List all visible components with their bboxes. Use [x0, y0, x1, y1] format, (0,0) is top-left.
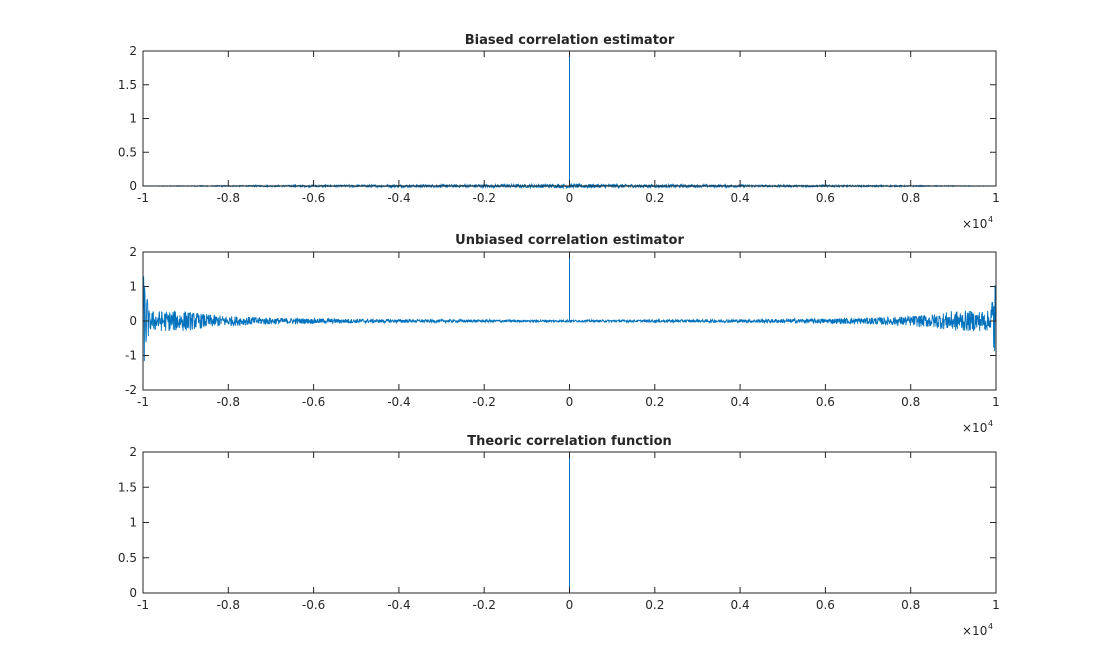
y-tick-label: -1: [125, 349, 137, 363]
x-exponent-power: 4: [988, 419, 993, 428]
x-tick-label: 0.2: [645, 598, 664, 612]
x-tick-label: 0.6: [816, 395, 835, 409]
x-tick-label: 0: [566, 598, 574, 612]
x-tick-label: 0.6: [816, 191, 835, 205]
y-tick-label: 0.5: [118, 145, 137, 159]
x-exponent-power: 4: [988, 622, 993, 631]
y-tick-label: -2: [125, 383, 137, 397]
subplot-theoric: Theoric correlation function -1 -0.8 -0.6 -…: [118, 434, 1000, 638]
x-tick-label: -0.6: [302, 191, 325, 205]
y-tick-label: 1: [129, 516, 137, 530]
y-tick-label: 0: [129, 314, 137, 328]
y-tick-label: 2: [129, 445, 137, 459]
y-tick-label: 1: [129, 280, 137, 294]
x-tick-label: -0.4: [387, 598, 410, 612]
x-tick-label: -0.8: [217, 191, 240, 205]
y-tick-label: 1: [129, 112, 137, 126]
x-tick-label: 0.2: [645, 191, 664, 205]
x-tick-label: -0.8: [217, 598, 240, 612]
x-tick-label: -0.6: [302, 395, 325, 409]
x-tick-label: 0.6: [816, 598, 835, 612]
y-tick-label: 2: [129, 245, 137, 259]
x-tick-label: -0.2: [472, 191, 495, 205]
x-exponent-label: ×10: [962, 624, 987, 638]
x-tick-label: 1: [992, 395, 1000, 409]
subplot-biased: Biased correlation estimator -1 -0.8 -0.6 -…: [118, 33, 1000, 231]
y-tick-label: 2: [129, 44, 137, 58]
x-tick-label: 0: [566, 395, 574, 409]
x-tick-label: -0.6: [302, 598, 325, 612]
x-tick-label: 0.8: [901, 598, 920, 612]
x-tick-label: -1: [137, 191, 149, 205]
x-tick-label: 1: [992, 598, 1000, 612]
x-tick-label: 0.8: [901, 191, 920, 205]
x-tick-label: 0.2: [645, 395, 664, 409]
x-tick-label: -1: [137, 598, 149, 612]
x-exponent-label: ×10: [962, 217, 987, 231]
x-tick-label: -0.4: [387, 191, 410, 205]
x-tick-label: 0.8: [901, 395, 920, 409]
subplot-unbiased: Unbiased correlation estimator -1 -0.8 -0.…: [125, 233, 1000, 435]
x-tick-label: -0.8: [217, 395, 240, 409]
x-tick-label: -1: [137, 395, 149, 409]
x-tick-label: -0.2: [472, 598, 495, 612]
subplot-title: Unbiased correlation estimator: [455, 233, 684, 248]
x-tick-label: 0.4: [731, 395, 750, 409]
y-tick-label: 0.5: [118, 551, 137, 565]
x-tick-label: -0.4: [387, 395, 410, 409]
subplot-title: Theoric correlation function: [467, 434, 672, 449]
x-tick-label: 1: [992, 191, 1000, 205]
subplot-title: Biased correlation estimator: [465, 33, 675, 48]
y-tick-label: 1.5: [118, 480, 137, 494]
x-tick-label: 0.4: [731, 191, 750, 205]
y-tick-label: 0: [129, 586, 137, 600]
x-tick-label: -0.2: [472, 395, 495, 409]
x-exponent-label: ×10: [962, 421, 987, 435]
x-exponent-power: 4: [988, 215, 993, 224]
y-tick-label: 0: [129, 179, 137, 193]
x-tick-label: 0: [566, 191, 574, 205]
x-tick-label: 0.4: [731, 598, 750, 612]
y-tick-label: 1.5: [118, 78, 137, 92]
